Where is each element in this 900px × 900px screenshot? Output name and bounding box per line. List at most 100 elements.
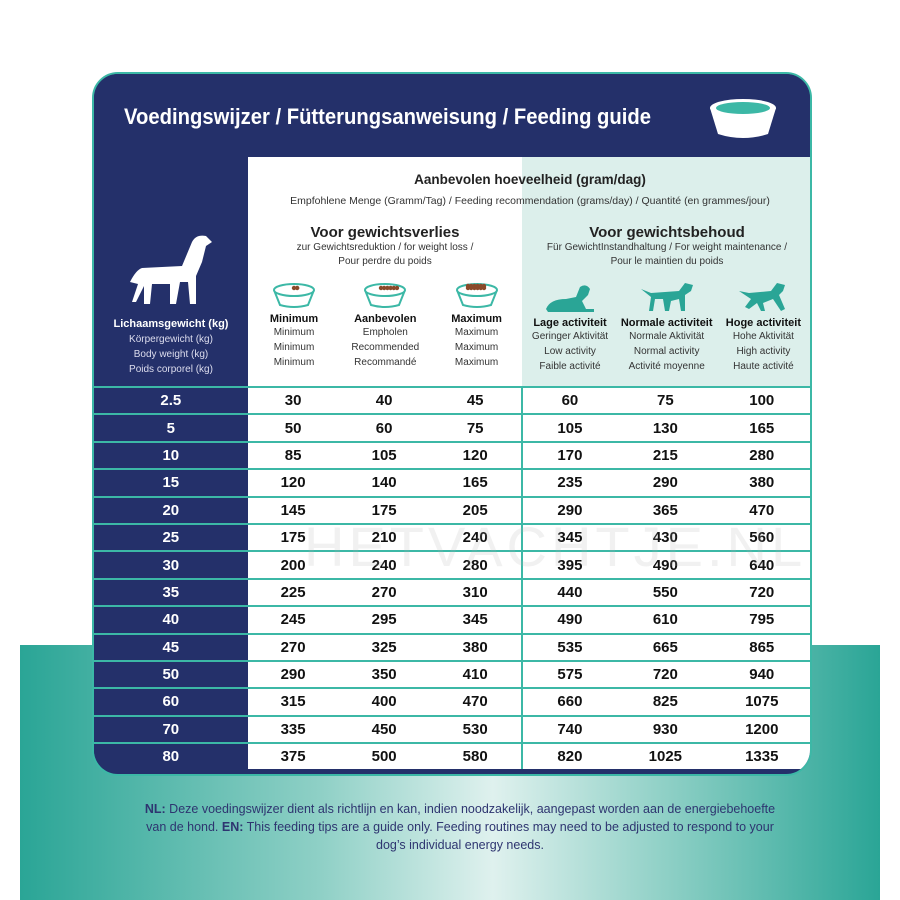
- amount-cell: 280: [713, 442, 810, 469]
- body-weight-cell: 15: [94, 470, 248, 496]
- column-header-low-activity: Lage activiteit Geringer Aktivität Low a…: [522, 279, 618, 374]
- amount-cell: 345: [429, 607, 521, 633]
- col-label-de: Empholen: [362, 327, 408, 338]
- amount-cell: 640: [713, 552, 810, 578]
- footnote: NL: Deze voedingswijzer dient als richtl…: [140, 800, 780, 854]
- amount-cell: 490: [520, 607, 618, 633]
- table-row: 25 175 210 240 345 430 560: [94, 522, 810, 551]
- amount-cell: 345: [520, 524, 618, 551]
- amount-cell: 120: [429, 442, 521, 469]
- body-weight-cell: 60: [94, 689, 248, 715]
- table-row: 2.5 30 40 45 60 75 100: [94, 386, 810, 414]
- amount-cell: 280: [429, 552, 521, 578]
- table-row: 20 145 175 205 290 365 470: [94, 495, 810, 523]
- amount-cell: 470: [429, 689, 521, 715]
- note-nl: Deze voedingswijzer dient als richtlijn …: [146, 802, 776, 834]
- amount-cell: 165: [713, 415, 810, 441]
- table-row: 60 315 400 470 660 825 1075: [94, 687, 810, 715]
- weight-header: Lichaamsgewicht (kg) Körpergewicht (kg) …: [94, 157, 248, 386]
- amount-cell: 145: [247, 497, 339, 523]
- weight-maintenance-panel: [522, 157, 810, 386]
- weight-loss-title: Voor gewichtsverlies: [310, 224, 460, 241]
- col-label-nl: Normale activiteit: [620, 317, 713, 329]
- body-weight-cell: 70: [94, 716, 248, 743]
- amount-cell: 865: [713, 634, 810, 660]
- col-label-nl: Lage activiteit: [533, 317, 607, 329]
- amount-cell: 535: [520, 634, 618, 660]
- table-row: 45 270 325 380 535 665 865: [94, 632, 810, 660]
- col-label-de: Geringer Aktivität: [531, 331, 609, 342]
- amount-cell: 375: [247, 744, 339, 770]
- body-weight-cell: 20: [94, 497, 248, 523]
- amount-subheading: Empfohlene Menge (Gramm/Tag) / Feeding r…: [290, 195, 770, 207]
- dog-lying-icon: [546, 285, 594, 312]
- amount-cell: 450: [338, 716, 430, 743]
- amount-cell: 395: [520, 552, 618, 578]
- amount-cell: 45: [429, 388, 521, 414]
- amount-cell: 825: [617, 689, 714, 715]
- col-label-fr: Minimum: [273, 357, 315, 368]
- column-header-normal-activity: Normale activiteit Normale Aktivität Nor…: [619, 279, 715, 374]
- amount-cell: 175: [338, 497, 430, 523]
- amount-cell: 820: [520, 744, 618, 770]
- amount-cell: 85: [247, 442, 339, 469]
- col-label-en: Normal activity: [633, 346, 700, 357]
- body-weight-cell: 80: [94, 744, 248, 770]
- amount-cell: 335: [247, 716, 339, 743]
- amount-cell: 105: [520, 415, 618, 441]
- amount-cell: 490: [617, 552, 714, 578]
- weight-maint-title: Voor gewichtsbehoud: [589, 224, 745, 241]
- feeding-guide-card: Voedingswijzer / Fütterungsanweisung / F…: [92, 72, 812, 776]
- amount-cell: 560: [713, 524, 810, 551]
- amount-cell: 410: [429, 661, 521, 688]
- amount-cell: 470: [713, 497, 810, 523]
- dog-running-icon: [739, 283, 786, 311]
- bowl-half-kibble-icon: [364, 283, 407, 308]
- weight-label-fr: Poids corporel (kg): [129, 364, 213, 375]
- amount-cell: 430: [617, 524, 714, 551]
- table-row: 30 200 240 280 395 490 640: [94, 550, 810, 578]
- col-label-de: Maximum: [454, 327, 499, 338]
- amount-cell: 120: [247, 470, 339, 496]
- page-title: Voedingswijzer / Fütterungsanweisung / F…: [124, 104, 652, 129]
- amount-cell: 550: [617, 579, 714, 606]
- amount-cell: 380: [713, 470, 810, 496]
- note-nl-label: NL:: [144, 802, 166, 816]
- col-label-de: Normale Aktivität: [629, 331, 705, 342]
- weight-loss-panel: [248, 157, 522, 386]
- col-label-de: Minimum: [273, 327, 315, 338]
- amount-cell: 720: [713, 579, 810, 606]
- amount-cell: 175: [247, 524, 339, 551]
- body-weight-cell: 25: [94, 524, 248, 551]
- column-header-high-activity: Hoge activiteit Hohe Aktivität High acti…: [715, 279, 810, 374]
- body-weight-cell: 10: [94, 442, 248, 469]
- col-label-nl: Aanbevolen: [354, 313, 417, 325]
- weight-loss-heading: Voor gewichtsverlies zur Gewichtsredukti…: [248, 224, 522, 269]
- amount-cell: 200: [247, 552, 339, 578]
- amount-cell: 170: [520, 442, 618, 469]
- bowl-full-kibble-icon: [455, 283, 498, 308]
- col-label-en: Maximum: [454, 342, 499, 353]
- weight-loss-sub2: Pour perdre du poids: [338, 256, 432, 267]
- amount-cell: 290: [247, 661, 339, 688]
- feeding-table: 2.5 30 40 45 60 75 100 5 50 60 75 105 130 165 10 85 105 1…: [94, 386, 810, 770]
- weight-loss-sub1: zur Gewichtsreduktion / for weight loss …: [296, 242, 474, 253]
- amount-cell: 310: [429, 579, 521, 606]
- col-label-fr: Faible activité: [539, 361, 601, 372]
- col-label-fr: Recommandé: [354, 357, 417, 368]
- body-weight-cell: 35: [94, 579, 248, 606]
- weight-label-en: Body weight (kg): [133, 349, 209, 360]
- col-label-fr: Maximum: [454, 357, 499, 368]
- weight-maint-sub1: Für GewichtInstandhaltung / For weight m…: [546, 242, 788, 253]
- table-row: 5 50 60 75 105 130 165: [94, 413, 810, 441]
- body-weight-cell: 30: [94, 552, 248, 578]
- amount-cell: 665: [617, 634, 714, 660]
- amount-cell: 1335: [713, 744, 810, 770]
- amount-cell: 400: [338, 689, 430, 715]
- body-weight-cell: 50: [94, 661, 248, 688]
- col-label-fr: Haute activité: [733, 361, 794, 372]
- col-label-nl: Maximum: [451, 313, 502, 325]
- amount-cell: 105: [338, 442, 430, 469]
- weight-maint-sub2: Pour le maintien du poids: [610, 256, 724, 267]
- amount-cell: 245: [247, 607, 339, 633]
